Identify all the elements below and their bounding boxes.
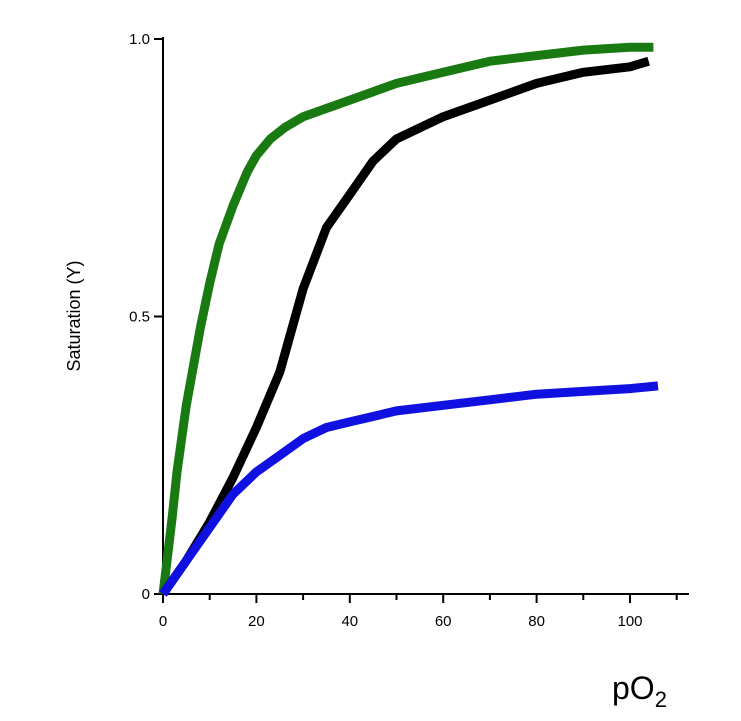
y-tick-label: 0 — [142, 586, 150, 603]
y-tick-label: 1.0 — [129, 31, 150, 48]
x-tick-label: 80 — [528, 613, 545, 630]
x-tick-label: 0 — [159, 613, 167, 630]
x-axis-label: pO2 — [612, 670, 667, 712]
series-line-blue-curve — [159, 381, 659, 597]
y-tick-label: 0.5 — [129, 309, 150, 326]
x-ticks: 0 20 40 60 80 100 — [159, 594, 678, 630]
x-tick-label: 20 — [248, 613, 265, 630]
y-axis-label: Saturation (Y) — [64, 260, 84, 371]
x-tick-label: 100 — [617, 613, 642, 630]
x-axis-label-subscript: 2 — [655, 687, 667, 712]
series-line-green-curve — [158, 42, 654, 595]
x-tick-label: 60 — [435, 613, 452, 630]
series-line-black-curve — [159, 56, 650, 597]
series-layer — [158, 42, 659, 597]
x-axis-label-main: pO — [612, 670, 655, 706]
y-ticks: 0 0.5 1.0 — [129, 31, 163, 603]
x-tick-label: 40 — [341, 613, 358, 630]
